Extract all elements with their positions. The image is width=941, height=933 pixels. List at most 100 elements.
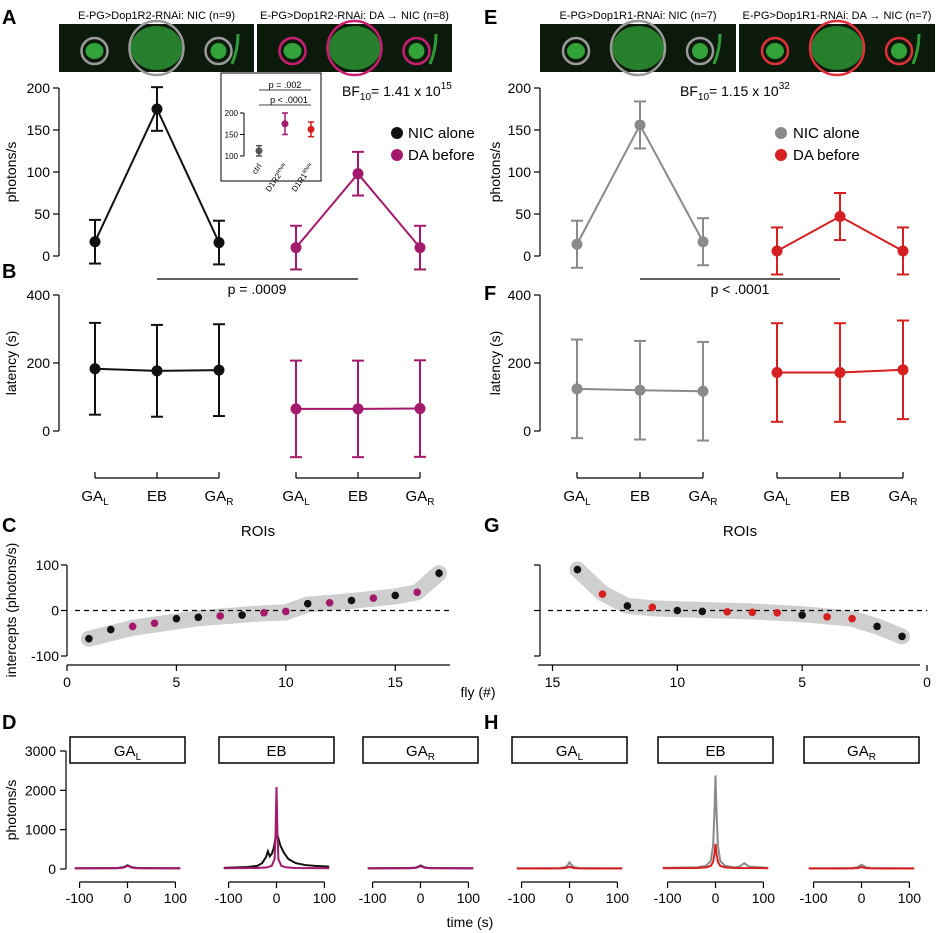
x-tick-label: -100 <box>66 890 94 906</box>
data-point <box>697 385 709 397</box>
region-box <box>803 736 920 764</box>
data-point <box>150 619 159 628</box>
y-tick-label: 1000 <box>25 822 56 838</box>
data-point <box>391 591 400 600</box>
neurite <box>230 33 240 65</box>
y-axis-label: photons/s <box>3 780 19 841</box>
x-tick-label-part: 100 <box>313 890 337 906</box>
x-tick-label-part: 0 <box>63 674 71 690</box>
image-title: E-PG>Dop1R2-RNAi: DA → NIC (n=8) <box>260 10 449 22</box>
x-tick-label-part: -100 <box>359 890 387 906</box>
inset-p-label-part: p < .0001 <box>270 95 308 105</box>
x-tick-label: 10 <box>670 674 686 690</box>
y-tick-label: 0 <box>523 248 531 264</box>
y-axis-label: photons/s <box>3 142 19 203</box>
gar-glow <box>891 43 907 59</box>
region-label: GAR <box>847 743 876 763</box>
category-label-part: R <box>427 497 434 508</box>
y-tick-label: 100 <box>36 557 60 573</box>
category-label-part: GA <box>406 488 428 505</box>
legend-label-part: DA before <box>793 147 860 164</box>
microscopy-image <box>257 19 452 77</box>
data-point <box>290 242 302 254</box>
panel-letter: C <box>2 515 16 537</box>
y-tick-label: -100 <box>31 648 59 664</box>
category-label: EB <box>147 488 167 505</box>
region-box <box>362 736 479 764</box>
bayes-factor: BF10= 1.15 x 1032 <box>680 81 790 103</box>
data-point <box>213 364 225 376</box>
panel-letter-part: G <box>484 515 500 537</box>
category-label-part: L <box>304 497 310 508</box>
data-point <box>414 242 426 254</box>
data-point <box>623 602 632 610</box>
y-tick-label-part: 1000 <box>25 822 56 838</box>
y-tick-label: 0 <box>48 861 56 877</box>
p-value-label-part: p = .0009 <box>228 281 287 297</box>
inset-y-label-part: 100 <box>225 152 239 161</box>
category-label-part: EB <box>630 488 650 505</box>
eb-roi-ring <box>609 19 667 77</box>
gal-roi-ring <box>278 36 307 66</box>
y-tick-label: 200 <box>27 355 51 371</box>
legend-label-part: NIC alone <box>408 125 475 142</box>
y-tick-label: 50 <box>34 206 50 222</box>
region-label-part: GA <box>847 743 869 760</box>
panel-letter-part: A <box>2 7 16 29</box>
category-label-part: R <box>910 497 917 508</box>
x-tick-label: 100 <box>898 890 922 906</box>
gar-roi-ring <box>884 36 914 66</box>
trace-line <box>223 787 330 870</box>
category-label-part: GA <box>563 488 585 505</box>
panel-letter: D <box>2 712 16 734</box>
data-point <box>648 603 657 612</box>
y-tick-label-part: 150 <box>508 122 532 138</box>
category-label: GAR <box>689 488 718 508</box>
x-tick-label-part: -100 <box>508 890 536 906</box>
category-label-part: GA <box>763 488 785 505</box>
gar-glow <box>408 43 425 59</box>
y-tick-label: 400 <box>508 287 532 303</box>
region-label-part: L <box>578 752 584 763</box>
data-point <box>238 611 246 619</box>
x-tick-label-part: 0 <box>417 890 425 906</box>
panel-letter: E <box>484 7 497 29</box>
y-tick-label: 0 <box>523 423 531 439</box>
gar-glow <box>210 43 227 59</box>
data-point <box>303 599 312 608</box>
category-label-part: GA <box>689 488 711 505</box>
gar-roi-ring <box>402 36 431 66</box>
y-axis-label-part: latency (s) <box>487 331 503 396</box>
gar-roi-ring <box>685 36 715 66</box>
data-point <box>834 367 846 379</box>
bayes-factor-part: = 1.41 x 10 <box>371 83 441 99</box>
region-label: EB <box>266 743 286 760</box>
x-tick-label-part: 100 <box>898 890 922 906</box>
x-tick-label: 0 <box>858 890 866 906</box>
rois-title: ROIs <box>241 523 275 540</box>
x-tick-label: 15 <box>545 674 561 690</box>
region-label: GAR <box>406 743 435 763</box>
data-point <box>897 364 909 376</box>
legend-label-part: NIC alone <box>793 125 860 142</box>
y-tick-label-part: 50 <box>515 206 531 222</box>
x-tick-label: 0 <box>566 890 574 906</box>
panel-letter: G <box>484 515 500 537</box>
panel-letter: F <box>484 283 496 305</box>
region-label-part: R <box>428 752 435 763</box>
image-title: E-PG>Dop1R2-RNAi: NIC (n=9) <box>78 10 235 22</box>
x-tick-label-part: 0 <box>923 674 931 690</box>
x-tick-label: 15 <box>387 674 403 690</box>
y-tick-label-part: 150 <box>27 122 51 138</box>
panel-letter-part: D <box>2 712 16 734</box>
region-label: GAL <box>556 743 584 763</box>
gar-roi-ring <box>204 36 233 66</box>
y-tick-label: 100 <box>27 164 51 180</box>
category-label-part: EB <box>348 488 368 505</box>
legend-marker <box>391 127 403 139</box>
gal-glow <box>567 43 585 59</box>
category-label-part: EB <box>147 488 167 505</box>
chart-A: 0 50 100 150 200 photons/s <box>3 80 426 271</box>
time-axis-title-part: time (s) <box>447 914 494 930</box>
